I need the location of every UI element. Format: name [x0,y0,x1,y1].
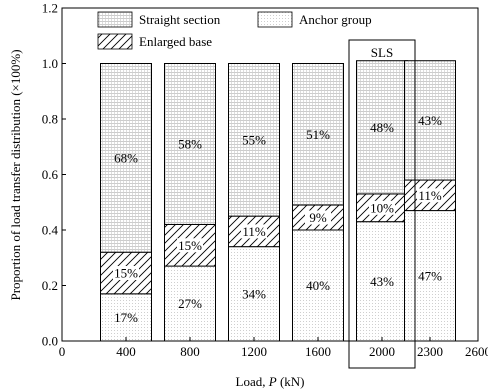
segment-label-straight-section-2300: 43% [418,113,442,128]
x-axis-title-variable: P [268,374,277,389]
bar-segment-enlarged-base-1200 [228,215,280,248]
legend-swatch-straight-section [97,11,133,28]
x-tick-label: 2600 [465,344,488,359]
legend-label-straight-section: Straight section [139,12,221,27]
bar-segment-anchor-group-400 [100,293,152,342]
x-tick-label: 1200 [241,344,267,359]
legend-label-enlarged-base: Enlarged base [139,34,212,49]
segment-label-backdrop [177,238,203,253]
x-tick-label: 800 [180,344,200,359]
legend: Straight section Anchor group Enlarged b… [97,11,372,50]
x-axis-title-unit: (kN) [277,374,305,389]
y-tick-label: 0.6 [42,167,59,182]
bar-segment-anchor-group-800 [164,265,216,342]
x-tick-label: 2000 [369,344,395,359]
segment-label-straight-section-2000: 48% [370,120,394,135]
segment-label-anchor-group-1600: 40% [306,278,330,293]
bar-segment-anchor-group-2300 [404,210,456,342]
x-tick-label: 0 [59,344,66,359]
segment-label-backdrop [417,188,443,203]
y-axis-title: Proportion of load transfer distribution… [8,49,23,300]
segment-label-backdrop [241,224,267,239]
legend-swatch-enlarged-base [97,33,133,50]
bar-segment-straight-section-400 [100,63,152,253]
segment-label-enlarged-base-2300: 11% [418,188,442,203]
sls-annotation: SLS [371,45,393,60]
y-tick-label: 1.2 [42,1,58,16]
sls-highlight-box [348,39,416,369]
segment-label-enlarged-base-800: 15% [178,238,202,253]
bar-segment-straight-section-1200 [228,63,280,217]
segment-label-anchor-group-800: 27% [178,296,202,311]
segment-label-anchor-group-2000: 43% [370,274,394,289]
segment-labels-layer: 17% 15% 68% 27% 15% 58% 34% 11% 55% 40% 9% 51% 43% 10… [113,113,443,325]
segment-label-backdrop [305,210,331,225]
segment-label-straight-section-400: 68% [114,150,138,165]
x-axis: 0 400 800 1200 1600 2000 2300 2600 [59,337,488,359]
y-tick-label: 0.8 [42,112,58,127]
x-axis-title: Load, P (kN) [236,374,305,389]
bar-segment-straight-section-2300 [404,60,456,181]
y-tick-label: 0.2 [42,278,58,293]
segment-label-enlarged-base-1600: 9% [309,210,327,225]
x-tick-label: 1600 [305,344,331,359]
segment-label-enlarged-base-2000: 10% [370,200,394,215]
segment-label-backdrop [369,200,395,215]
legend-label-anchor-group: Anchor group [299,12,372,27]
y-tick-label: 0.0 [42,334,58,349]
legend-swatch-anchor-group [257,11,293,28]
segment-label-backdrop [113,266,139,281]
bar-segment-anchor-group-1600 [292,229,344,342]
x-tick-label: 2300 [417,344,443,359]
segment-label-straight-section-800: 58% [178,136,202,151]
y-axis: 0.0 0.2 0.4 0.6 0.8 1.0 1.2 [42,1,66,349]
y-tick-label: 1.0 [42,56,58,71]
segment-label-enlarged-base-1200: 11% [242,224,266,239]
bars-layer [100,60,456,342]
x-axis-title-prefix: Load, [236,374,269,389]
segment-label-anchor-group-2300: 47% [418,268,442,283]
bar-segment-straight-section-1600 [292,63,344,206]
segment-label-straight-section-1200: 55% [242,132,266,147]
segment-label-anchor-group-400: 17% [114,310,138,325]
segment-label-anchor-group-1200: 34% [242,286,266,301]
bar-segment-straight-section-800 [164,63,216,225]
x-tick-label: 400 [116,344,136,359]
segment-label-enlarged-base-400: 15% [114,266,138,281]
segment-label-straight-section-1600: 51% [306,127,330,142]
y-tick-label: 0.4 [42,223,59,238]
